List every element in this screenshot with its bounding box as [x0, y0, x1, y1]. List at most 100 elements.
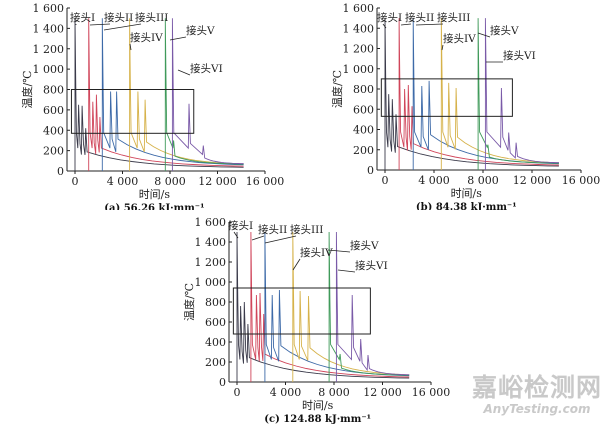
chart-title: (a) 56.26 kJ·mm⁻¹	[104, 203, 204, 210]
y-tick-label: 200	[43, 145, 64, 158]
joint-annotation: 接头II	[104, 11, 133, 24]
annotation-arrow	[415, 23, 444, 26]
joint-annotation: 接头V	[350, 239, 379, 252]
joint-annotation: 接头I	[228, 219, 253, 232]
series-line-6	[484, 18, 559, 170]
joint-annotation: 接头IV	[300, 246, 333, 259]
x-tick-label: 4 000	[107, 175, 139, 188]
joint-annotation: 接头III	[437, 11, 470, 24]
chart-panel-b: 0 200 400 600 800 1 000 1 200 1 400 1 600 0 4 000 8…	[305, 0, 612, 213]
watermark: 嘉峪检测网 AnyTesting.com	[462, 373, 612, 417]
x-tick-label: 4 000	[270, 386, 302, 399]
joint-annotation: 接头II	[405, 11, 434, 24]
y-tick-label: 800	[205, 296, 226, 309]
y-tick-label: 1 400	[33, 22, 65, 35]
joint-annotation: 接头I	[70, 11, 95, 24]
annotation-arrow	[169, 36, 187, 41]
joint-annotation: 接头IV	[130, 31, 163, 44]
y-tick-label: 1 200	[33, 43, 65, 56]
y-tick-label: 200	[205, 356, 226, 369]
y-tick-label: 0	[367, 164, 374, 177]
x-tick-label: 16 000	[412, 386, 451, 399]
x-tick-label: 8 000	[318, 386, 350, 399]
watermark-cn: 嘉峪检测网	[471, 373, 602, 402]
x-tick-label: 12 000	[513, 174, 552, 187]
series-line-1	[384, 18, 559, 170]
joint-annotation: 接头VI	[503, 49, 536, 62]
annotation-arrow	[337, 269, 356, 273]
y-tick-label: 0	[219, 376, 226, 389]
y-tick-label: 1 400	[343, 22, 375, 35]
x-tick-label: 12 000	[363, 386, 402, 399]
y-tick-label: 1 000	[343, 63, 375, 76]
annotation-arrow	[251, 235, 265, 241]
x-tick-label: 0	[72, 175, 79, 188]
series-line-4	[440, 18, 559, 170]
y-tick-label: 1 600	[195, 216, 227, 229]
x-tick-label: 16 000	[562, 174, 601, 187]
series-line-2	[250, 231, 410, 382]
annotation-arrow	[89, 23, 111, 26]
highlight-box	[232, 287, 371, 335]
y-tick-label: 1 200	[195, 256, 227, 269]
joint-annotation: 接头IV	[443, 32, 476, 45]
joint-annotation: 接头II	[258, 223, 287, 236]
y-tick-label: 600	[353, 103, 374, 116]
highlight-box	[380, 78, 513, 117]
y-tick-label: 800	[353, 83, 374, 96]
series-line-4	[129, 18, 244, 171]
series-line-6	[171, 18, 244, 171]
x-axis-label: 时间/s	[451, 187, 483, 200]
series-line-3	[101, 18, 244, 171]
joint-annotation: 接头VI	[190, 62, 223, 75]
annotation-arrow	[477, 32, 491, 38]
chart-panel-c: 0 200 400 600 800 1 000 1 200 1 400 1 600 0 4 000 8…	[155, 210, 460, 428]
annotation-arrow	[103, 23, 142, 31]
y-tick-label: 400	[353, 124, 374, 137]
highlight-box	[70, 89, 195, 134]
y-tick-label: 400	[205, 336, 226, 349]
annotation-arrow	[382, 23, 387, 29]
x-tick-label: 0	[234, 386, 241, 399]
annotation-arrow	[400, 23, 412, 26]
series-line-1	[236, 231, 410, 382]
series-line-5	[164, 18, 244, 171]
x-tick-label: 8 000	[154, 175, 186, 188]
annotation-arrow	[327, 249, 351, 253]
y-tick-label: 1 600	[33, 2, 65, 15]
series-line-2	[398, 18, 559, 170]
annotation-arrow	[292, 258, 301, 271]
joint-annotation: 接头III	[135, 11, 168, 24]
joint-annotation: 接头V	[186, 24, 215, 37]
y-tick-label: 1 400	[195, 236, 227, 249]
annotation-arrow	[233, 231, 239, 239]
chart-panel-a: 0 200 400 600 800 1 000 1 200 1 400 1 600 0 4 000 8…	[0, 0, 305, 214]
x-tick-label: 16 000	[246, 175, 285, 188]
series-line-4	[292, 231, 410, 382]
y-tick-label: 600	[43, 104, 64, 117]
x-axis-label: 时间/s	[302, 399, 334, 412]
x-tick-label: 0	[382, 174, 389, 187]
y-tick-label: 400	[43, 124, 64, 137]
series-line-6	[335, 231, 410, 382]
y-tick-label: 1 600	[343, 2, 375, 15]
y-tick-label: 0	[57, 165, 64, 178]
y-axis-label: 温度/℃	[182, 283, 196, 321]
joint-annotation: 接头V	[490, 24, 519, 37]
watermark-en: AnyTesting.com	[483, 402, 591, 416]
x-tick-label: 8 000	[467, 174, 499, 187]
chart-svg: 0 200 400 600 800 1 000 1 200 1 400 1 600 0 4 000 8…	[330, 2, 601, 213]
joint-annotation: 接头III	[290, 223, 323, 236]
chart-svg: 0 200 400 600 800 1 000 1 200 1 400 1 600 0 4 000 8…	[182, 216, 451, 425]
joint-annotation: 接头VI	[355, 259, 388, 272]
annotation-arrow	[129, 43, 132, 51]
joint-annotation: 接头I	[377, 11, 402, 24]
y-tick-label: 200	[353, 144, 374, 157]
chart-title: (b) 84.38 kJ·mm⁻¹	[416, 202, 517, 210]
chart-svg: 0 200 400 600 800 1 000 1 200 1 400 1 600 0 4 000 8…	[20, 2, 285, 214]
series-line-5	[328, 231, 410, 382]
annotation-arrow	[441, 44, 444, 51]
y-axis-label: 温度/℃	[330, 70, 344, 108]
series-line-2	[88, 18, 244, 171]
chart-title: (c) 124.88 kJ·mm⁻¹	[264, 414, 371, 425]
